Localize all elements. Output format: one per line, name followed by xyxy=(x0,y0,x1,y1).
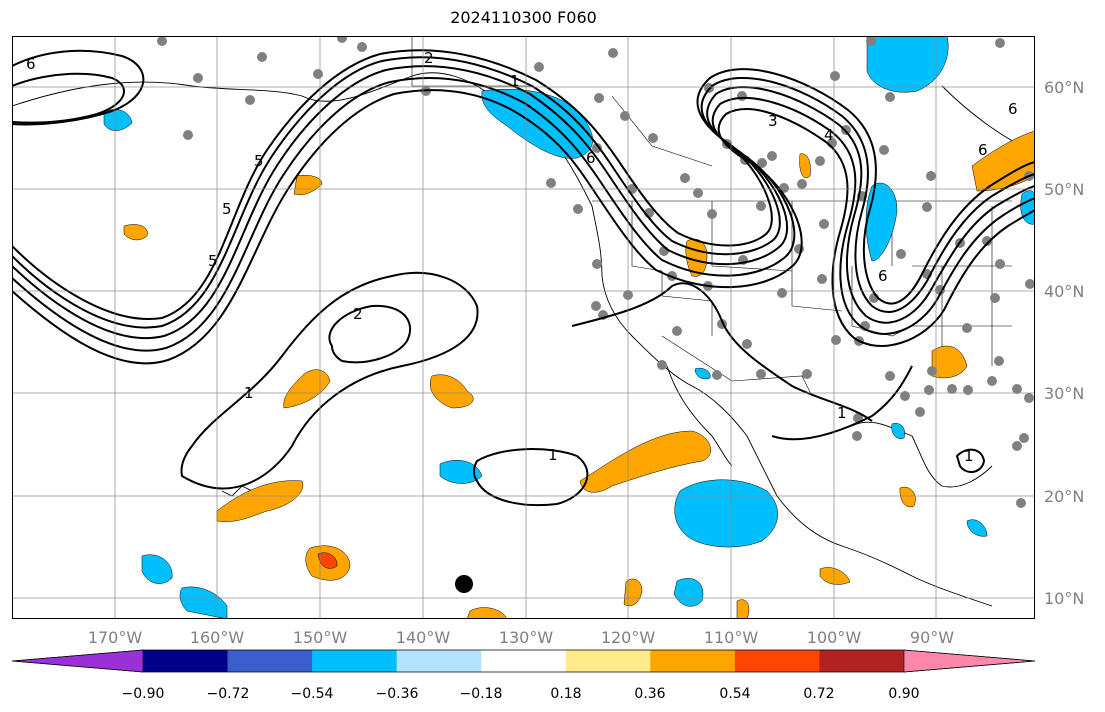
colorbar-segment xyxy=(903,649,1036,673)
colorbar-tick-label: 0.36 xyxy=(634,686,665,702)
contour-label: 4 xyxy=(824,126,834,144)
colorbar-outline xyxy=(11,649,1036,673)
contour-label: 6 xyxy=(586,149,596,167)
lon-label: 120°W xyxy=(601,628,656,647)
colorbar-tick-label: −0.18 xyxy=(460,686,503,702)
positive-fill-areas xyxy=(123,130,1035,619)
latitude-axis: 60°N 50°N 40°N 30°N 20°N 10°N xyxy=(1044,78,1084,608)
contour-label: 1 xyxy=(548,446,558,464)
colorbar-tick-label: −0.36 xyxy=(376,686,419,702)
lon-label: 150°W xyxy=(293,628,348,647)
colorbar-segment xyxy=(143,650,229,672)
contour-label: 1 xyxy=(964,447,974,465)
contour-label: 6 xyxy=(26,55,36,73)
map-panel[interactable]: 6 5 2 1 6 5 3 4 6 1 1 1 6 5 6 2 1 xyxy=(12,36,1035,619)
colorbar-segment xyxy=(819,650,905,672)
lon-label: 110°W xyxy=(704,628,759,647)
contour-label: 5 xyxy=(208,252,218,270)
colorbar-tick-label: 0.18 xyxy=(550,686,581,702)
lon-label: 140°W xyxy=(396,628,451,647)
contour-label: 1 xyxy=(837,404,847,422)
contour-label: 1 xyxy=(510,72,520,90)
lon-label: 90°W xyxy=(910,628,954,647)
contour-label: 3 xyxy=(768,112,778,130)
lat-label: 10°N xyxy=(1044,589,1084,608)
colorbar-segment xyxy=(481,650,567,672)
colorbar: −0.90 −0.72 −0.54 −0.36 −0.18 0.18 0.36 … xyxy=(11,649,1036,702)
map-border xyxy=(12,36,1035,619)
lat-label: 30°N xyxy=(1044,384,1084,403)
lon-label: 100°W xyxy=(807,628,862,647)
contour-label-group: 6 5 2 1 6 5 3 4 6 1 1 1 6 5 6 2 1 xyxy=(26,49,1018,465)
page-title: 2024110300 F060 xyxy=(450,8,597,27)
lon-label: 130°W xyxy=(499,628,554,647)
colorbar-segment xyxy=(396,650,482,672)
lat-label: 20°N xyxy=(1044,487,1084,506)
colorbar-tick-label: −0.90 xyxy=(122,686,165,702)
lon-label: 170°W xyxy=(88,628,143,647)
colorbar-tick-label: 0.54 xyxy=(719,686,750,702)
contour-label: 6 xyxy=(878,267,888,285)
colorbar-tick-label: −0.54 xyxy=(291,686,334,702)
colorbar-segment xyxy=(312,650,398,672)
contour-label: 5 xyxy=(222,200,232,218)
colorbar-tick-label: −0.72 xyxy=(207,686,250,702)
contour-label: 6 xyxy=(1008,100,1018,118)
gridlines xyxy=(12,36,1035,619)
negative-fill-areas xyxy=(103,36,1035,619)
lat-label: 50°N xyxy=(1044,180,1084,199)
colorbar-segments xyxy=(11,649,1036,673)
black-point-marker xyxy=(455,575,473,593)
contour-lines xyxy=(12,49,1035,507)
contour-label: 5 xyxy=(254,152,264,170)
colorbar-tick-label: 0.72 xyxy=(803,686,834,702)
longitude-axis: 170°W 160°W 150°W 140°W 130°W 120°W 110°… xyxy=(88,628,954,647)
colorbar-tick-label: 0.90 xyxy=(888,686,919,702)
lon-label: 160°W xyxy=(190,628,245,647)
lat-label: 60°N xyxy=(1044,78,1084,97)
colorbar-segment xyxy=(650,650,736,672)
gray-points xyxy=(157,36,1035,508)
colorbar-segment xyxy=(11,649,144,673)
colorbar-segment xyxy=(227,650,313,672)
coastlines xyxy=(12,72,1023,607)
colorbar-segment xyxy=(734,650,820,672)
lat-label: 40°N xyxy=(1044,282,1084,301)
colorbar-segment xyxy=(565,650,651,672)
contour-label: 2 xyxy=(353,305,363,323)
contour-label: 2 xyxy=(424,49,434,67)
contour-label: 6 xyxy=(978,141,988,159)
